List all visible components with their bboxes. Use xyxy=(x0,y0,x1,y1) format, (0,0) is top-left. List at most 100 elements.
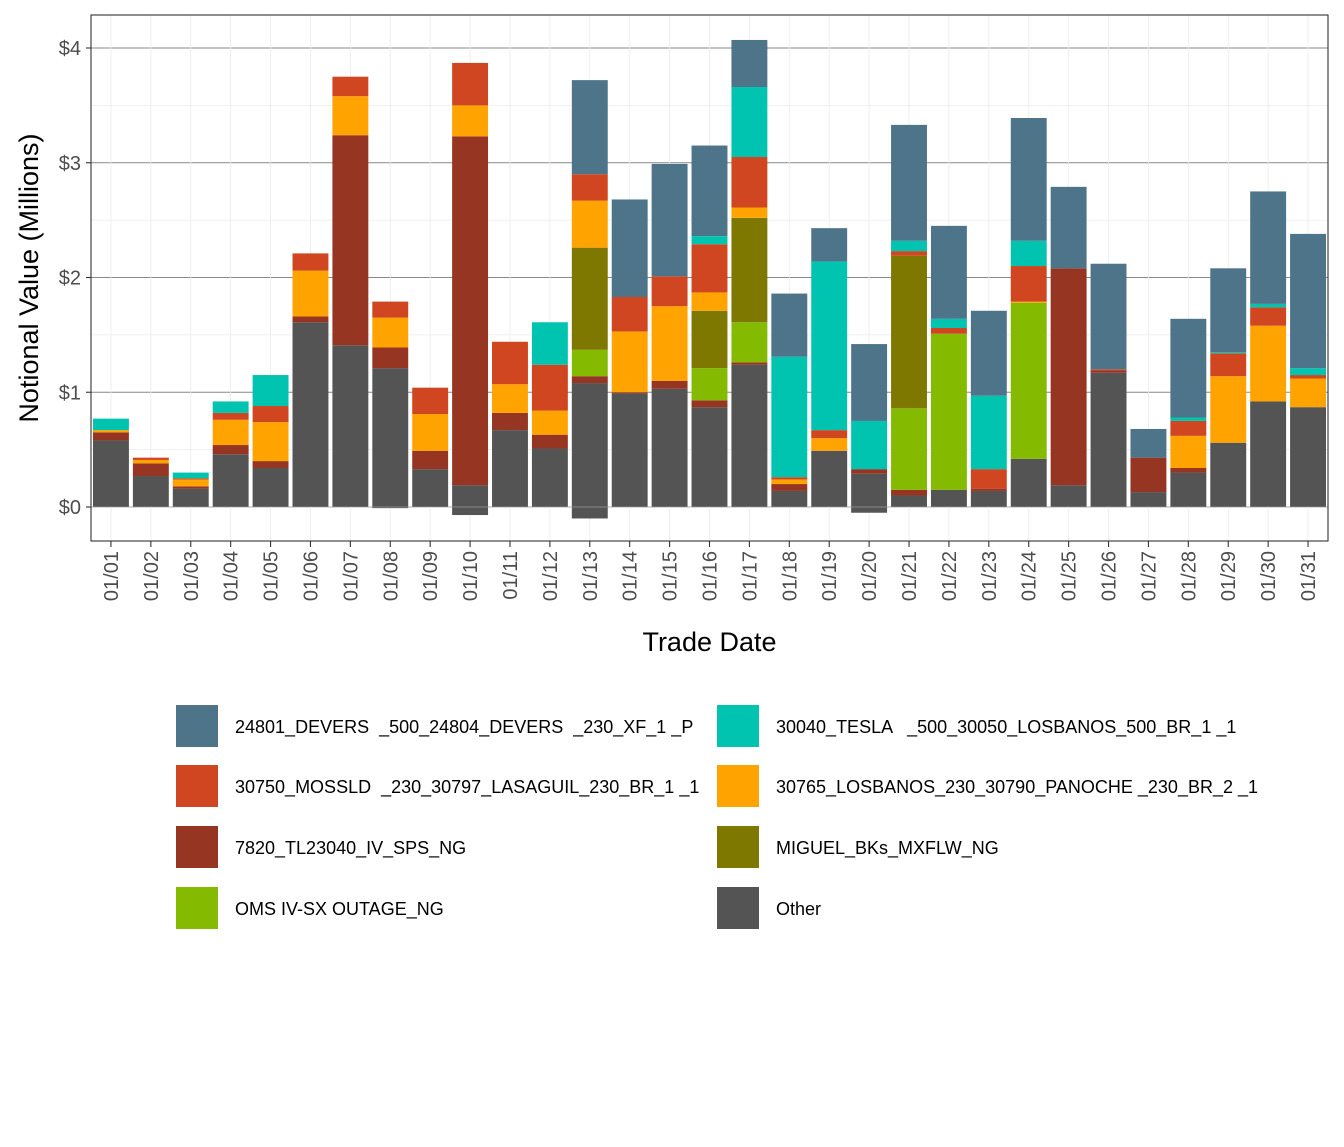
bar-segment xyxy=(412,450,449,470)
bar-segment xyxy=(531,364,568,411)
bar-segment xyxy=(1290,407,1327,507)
bar-segment xyxy=(1210,353,1247,377)
bar-segment xyxy=(691,292,728,311)
bar-segment xyxy=(891,240,927,252)
bar-segment xyxy=(1050,485,1087,507)
bar-segment xyxy=(611,297,648,332)
bar-segment xyxy=(252,461,289,468)
x-tick-label: 01/27 xyxy=(1138,551,1160,601)
bar-segment xyxy=(92,432,129,441)
bar-segment xyxy=(970,490,1007,507)
bar-segment xyxy=(1170,435,1207,468)
bar-segment xyxy=(332,135,369,346)
bar-segment xyxy=(571,80,608,175)
bar-segment xyxy=(691,145,728,237)
bar-segment xyxy=(1010,266,1047,302)
y-tick-label: $2 xyxy=(59,268,81,290)
x-tick-label: 01/29 xyxy=(1218,551,1240,601)
bar-segment xyxy=(412,414,449,451)
x-tick-label: 01/22 xyxy=(939,551,961,601)
bar-segment xyxy=(771,293,808,357)
bar-segment xyxy=(1290,378,1327,408)
bar-segment xyxy=(571,174,608,201)
bar-segment xyxy=(1250,303,1287,308)
bar-segment xyxy=(1130,428,1167,458)
y-tick-label: $3 xyxy=(59,153,81,175)
bar-segment xyxy=(571,349,608,377)
bar-segment xyxy=(452,105,489,137)
bar-segment xyxy=(651,163,688,277)
bar-segment xyxy=(851,469,888,474)
bar-segment xyxy=(851,344,888,421)
bar-segment xyxy=(372,301,409,318)
bar-segment xyxy=(1210,268,1247,353)
x-tick-label: 01/01 xyxy=(101,551,123,601)
bar-segment xyxy=(1250,307,1287,326)
x-tick-label: 01/10 xyxy=(460,551,482,601)
x-tick-label: 01/11 xyxy=(500,551,522,600)
bar-segment xyxy=(531,322,568,365)
bar-segment xyxy=(651,276,688,307)
bar-segment xyxy=(452,62,489,106)
x-tick-label: 01/03 xyxy=(181,551,203,601)
x-tick-label: 01/20 xyxy=(859,551,881,601)
x-tick-label: 01/18 xyxy=(779,551,801,601)
bar-segment xyxy=(212,412,249,420)
bar-segment xyxy=(372,317,409,348)
bar-segment xyxy=(531,434,568,449)
bar-segment xyxy=(691,236,728,245)
bar-segment xyxy=(372,368,409,507)
bar-segment xyxy=(651,306,688,381)
bar-segment xyxy=(412,469,449,507)
bar-segment xyxy=(571,376,608,384)
bar-segment xyxy=(811,430,848,439)
bar-segment xyxy=(172,472,209,479)
bar-segment xyxy=(891,124,927,241)
x-tick-label: 01/26 xyxy=(1099,551,1121,601)
legend-label: OMS IV-SX OUTAGE_NG xyxy=(235,899,444,920)
bar-segment xyxy=(1010,240,1047,267)
bar-segment xyxy=(1250,191,1287,304)
bar-segment xyxy=(771,484,808,491)
bar-segment xyxy=(771,477,808,480)
bar-segment xyxy=(1290,233,1327,369)
bar-segment xyxy=(1010,117,1047,241)
bar-segment xyxy=(212,401,249,413)
bar-segment xyxy=(691,310,728,369)
y-tick-label: $1 xyxy=(59,382,81,404)
y-tick-label: $4 xyxy=(59,38,81,60)
x-tick-label: 01/30 xyxy=(1258,551,1280,601)
bar-segment xyxy=(132,457,169,460)
bar-segment xyxy=(1170,467,1207,473)
bar-segment xyxy=(970,310,1007,396)
bar-segment xyxy=(531,448,568,507)
legend: 24801_DEVERS _500_24804_DEVERS _230_XF_1… xyxy=(176,705,1258,929)
bar-segment xyxy=(1210,352,1247,354)
legend-key xyxy=(176,705,218,747)
bar-segment xyxy=(970,469,1007,489)
bar-segment xyxy=(811,261,848,431)
bar-segment xyxy=(651,380,688,389)
bar-segment xyxy=(172,478,209,480)
bar-segment xyxy=(92,440,129,507)
bar-segment xyxy=(452,136,489,486)
bar-segment xyxy=(851,507,888,513)
bar-segment xyxy=(372,347,409,369)
bar-segment xyxy=(611,392,648,394)
bar-segment xyxy=(1290,375,1327,379)
bar-segment xyxy=(970,395,1007,470)
legend-label: 30750_MOSSLD _230_30797_LASAGUIL_230_BR_… xyxy=(235,777,699,798)
bar-segment xyxy=(1250,401,1287,507)
x-axis-title: Trade Date xyxy=(642,627,776,657)
bar-segment xyxy=(691,407,728,507)
bar-segment xyxy=(172,488,209,507)
bar-segment xyxy=(930,318,967,328)
bar-segment xyxy=(1090,370,1127,373)
x-tick-label: 01/08 xyxy=(380,551,402,601)
bar-segment xyxy=(412,387,449,415)
bar-segment xyxy=(292,322,329,507)
bar-segment xyxy=(1050,268,1087,486)
bar-segment xyxy=(492,384,528,413)
bar-segment xyxy=(132,463,169,477)
